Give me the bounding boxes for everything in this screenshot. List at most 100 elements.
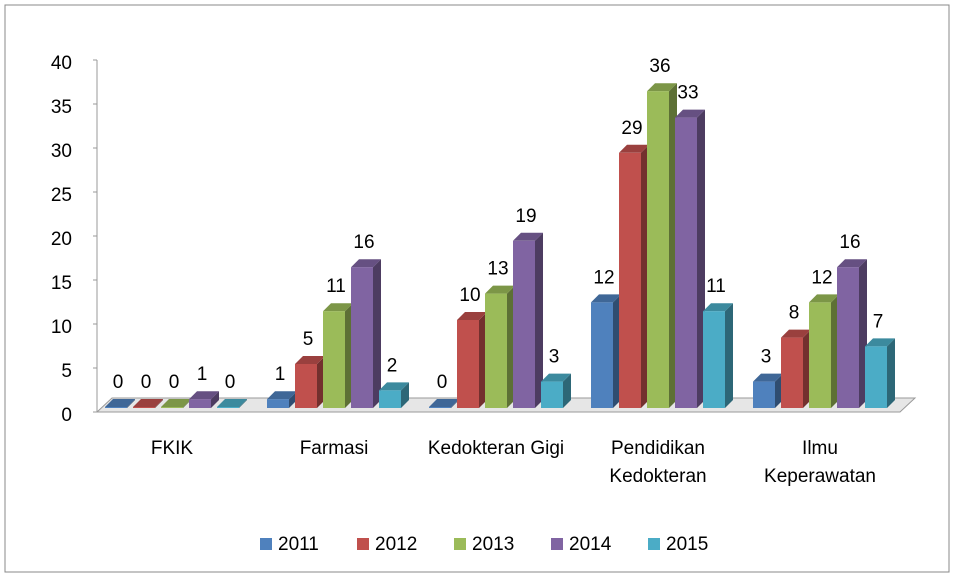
bar <box>105 399 135 408</box>
data-label: 10 <box>459 285 480 306</box>
bar-face <box>485 293 507 408</box>
data-label: 0 <box>141 372 152 393</box>
bar-face <box>703 303 733 312</box>
x-tick-label: Kedokteran Gigi <box>427 438 565 459</box>
bar <box>591 294 621 408</box>
bar <box>513 232 543 408</box>
bar <box>675 109 705 408</box>
bar-face <box>379 390 401 408</box>
bar-face <box>457 320 479 408</box>
bar-face <box>155 399 163 408</box>
legend-label: 2013 <box>472 534 514 555</box>
data-label: 16 <box>839 232 860 253</box>
legend-label: 2011 <box>278 534 319 555</box>
bar-face <box>837 259 867 268</box>
bar <box>217 399 247 408</box>
data-label: 3 <box>549 347 560 368</box>
bar-face <box>541 381 563 408</box>
data-label: 1 <box>275 364 286 385</box>
bar-face <box>675 109 705 118</box>
bar-face <box>133 407 155 408</box>
bar <box>457 312 487 408</box>
bar <box>133 399 163 408</box>
bar-face <box>351 259 381 268</box>
legend-swatch <box>260 538 272 550</box>
data-label: 8 <box>789 303 800 324</box>
bar-face <box>725 303 733 408</box>
bar-face <box>401 382 409 408</box>
data-label: 11 <box>706 276 726 297</box>
data-label: 12 <box>593 267 614 288</box>
bar-face <box>837 267 859 408</box>
bar-face <box>351 267 373 408</box>
legend-label: 2014 <box>569 534 612 555</box>
bar <box>781 329 811 408</box>
data-label: 29 <box>621 118 642 139</box>
bar-face <box>239 399 247 408</box>
bar-face <box>781 329 811 338</box>
y-tick-label: 35 <box>51 97 72 118</box>
bar <box>647 83 677 408</box>
bar-face <box>647 91 669 408</box>
bar-face <box>161 399 191 407</box>
bar-face <box>161 407 183 408</box>
x-tick-label: Pendidikan Kedokteran <box>609 438 707 487</box>
legend-swatch <box>551 538 563 550</box>
bar-face <box>485 285 515 294</box>
y-tick-label: 15 <box>51 273 72 294</box>
bar-face <box>619 144 649 153</box>
bar <box>541 373 571 408</box>
bar-face <box>217 399 247 407</box>
bar-face <box>105 407 127 408</box>
bar-face <box>295 356 325 364</box>
legend-swatch <box>454 538 466 550</box>
bar-face <box>323 303 353 312</box>
bar-face <box>513 240 535 408</box>
bar-face <box>887 338 895 408</box>
bar-face <box>457 312 487 320</box>
bar-face <box>429 407 451 408</box>
y-tick-label: 5 <box>61 361 72 382</box>
data-label: 3 <box>761 347 772 368</box>
legend-label: 2012 <box>375 534 417 555</box>
bar <box>753 373 783 408</box>
bar <box>295 356 325 408</box>
bar-face <box>541 373 571 382</box>
bar-face <box>703 311 725 408</box>
bar-face <box>809 294 839 303</box>
bar-face <box>591 302 613 408</box>
bar-face <box>189 399 211 408</box>
bar <box>189 391 219 408</box>
data-label: 5 <box>303 329 314 350</box>
bar-face <box>379 382 409 391</box>
bar-face <box>753 381 775 408</box>
bar <box>619 144 649 409</box>
data-label: 36 <box>649 56 670 77</box>
bar-face <box>105 399 135 407</box>
legend-swatch <box>648 538 660 550</box>
data-label: 1 <box>197 364 208 385</box>
legend-swatch <box>357 538 369 550</box>
bar-face <box>323 311 345 408</box>
y-tick-label: 25 <box>51 185 72 206</box>
bar-face <box>267 399 289 408</box>
bar-face <box>675 117 697 408</box>
bar-face <box>267 391 297 400</box>
bar <box>379 382 409 408</box>
data-label: 12 <box>811 267 832 288</box>
data-label: 11 <box>326 276 346 297</box>
bar-face <box>563 373 571 408</box>
data-label: 16 <box>353 232 374 253</box>
bar-face <box>809 302 831 408</box>
bar-face <box>513 232 543 241</box>
bar-face <box>217 407 239 408</box>
bar <box>703 303 733 408</box>
data-label: 0 <box>113 372 124 393</box>
bar-face <box>647 83 677 92</box>
y-tick-label: 30 <box>51 141 72 162</box>
data-label: 19 <box>515 206 536 227</box>
data-label: 2 <box>387 355 398 376</box>
bar-face <box>429 399 459 407</box>
